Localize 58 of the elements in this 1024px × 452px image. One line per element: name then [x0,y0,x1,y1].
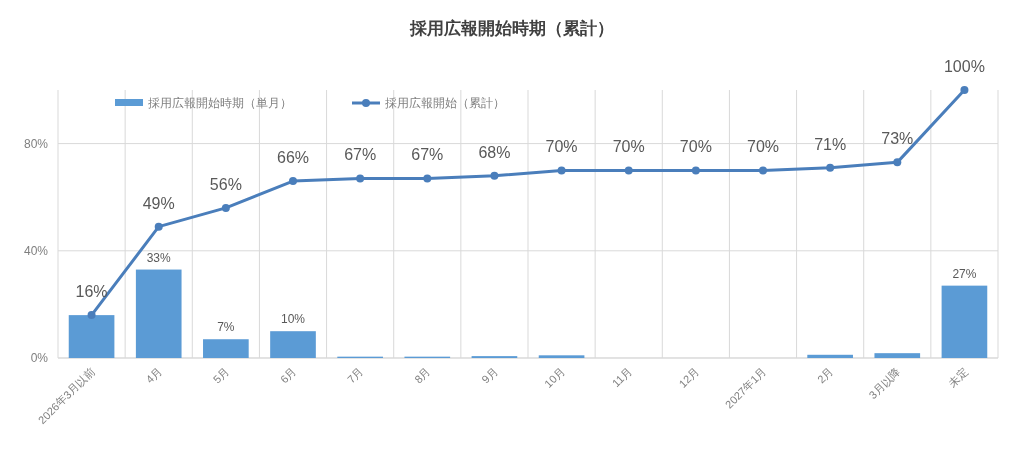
bar [874,353,921,358]
bar [538,355,585,358]
data-label: 67% [344,146,377,164]
point [893,158,902,167]
point [423,174,432,183]
point [87,311,96,320]
data-label: 66% [276,149,310,167]
x-tick-label: 10月 [542,364,567,390]
y-tick-label: 40% [23,243,49,258]
data-label: 70% [679,138,712,156]
data-label: 71% [814,135,847,153]
x-tick-label: 3月以降 [866,364,903,402]
data-label: 56% [209,175,242,193]
legend-label: 採用広報開始（累計） [385,96,505,110]
x-tick-label: 11月 [609,364,635,390]
data-label: 7% [217,320,235,335]
data-label: 67% [411,146,444,164]
x-tick-label: 6月 [277,364,299,386]
x-tick-label: 2月 [814,364,836,386]
bar [68,315,115,358]
x-tick-label: 7月 [344,364,366,386]
point [691,166,700,175]
x-tick-label: 5月 [210,364,232,386]
point [356,174,365,183]
data-label: 16% [75,283,108,301]
data-label: 68% [478,143,511,161]
point [960,86,969,94]
data-label: 70% [545,138,578,156]
data-label: 100% [943,58,985,75]
point [154,222,163,231]
chart-title: 採用広報開始時期（累計） [409,19,614,38]
point [221,203,230,212]
legend-label: 採用広報開始時期（単月） [148,96,292,110]
data-label: 70% [746,138,780,156]
y-tick-label: 0% [30,351,49,365]
point [759,166,767,175]
bar [941,285,988,358]
x-tick-label: 4月 [143,364,165,386]
bar [203,339,249,358]
x-tick-label: 12月 [676,364,702,390]
y-tick-label: 80% [23,136,49,151]
data-label: 27% [952,266,977,281]
x-tick-label: 8月 [412,364,433,386]
point [289,177,297,186]
point [557,166,566,175]
bar [807,354,853,358]
bar [135,269,182,358]
data-label: 70% [612,138,645,156]
data-label: 33% [146,250,172,265]
data-label: 10% [280,312,306,327]
x-tick-label: 9月 [479,364,500,386]
data-label: 49% [142,194,175,212]
point [624,166,633,175]
x-tick-label: 未定 [945,364,970,389]
bar [270,331,316,358]
point [490,171,499,180]
data-label: 73% [881,130,914,148]
point [826,163,835,172]
